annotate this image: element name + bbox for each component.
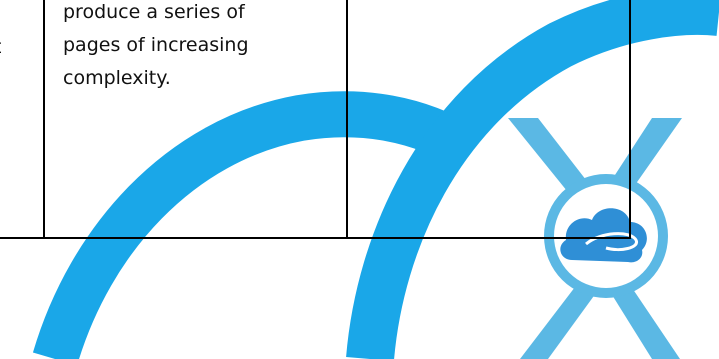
table-bottom-border — [0, 237, 631, 239]
cut-off-text-fragment: t — [0, 31, 1, 64]
table-vertical-line-right — [629, 0, 631, 238]
cell-line-3: complexity. — [63, 67, 171, 89]
cell-line-1: produce a series of — [63, 1, 245, 23]
cell-line-2: pages of increasing — [63, 34, 249, 56]
table-vertical-line-left — [43, 0, 45, 238]
left-arc — [32, 91, 483, 359]
table-cell-text: produce a series of pages of increasing … — [63, 0, 333, 95]
right-arc — [346, 0, 719, 359]
cloud-x-logo-icon — [508, 118, 682, 359]
table-vertical-line-middle — [346, 0, 348, 238]
